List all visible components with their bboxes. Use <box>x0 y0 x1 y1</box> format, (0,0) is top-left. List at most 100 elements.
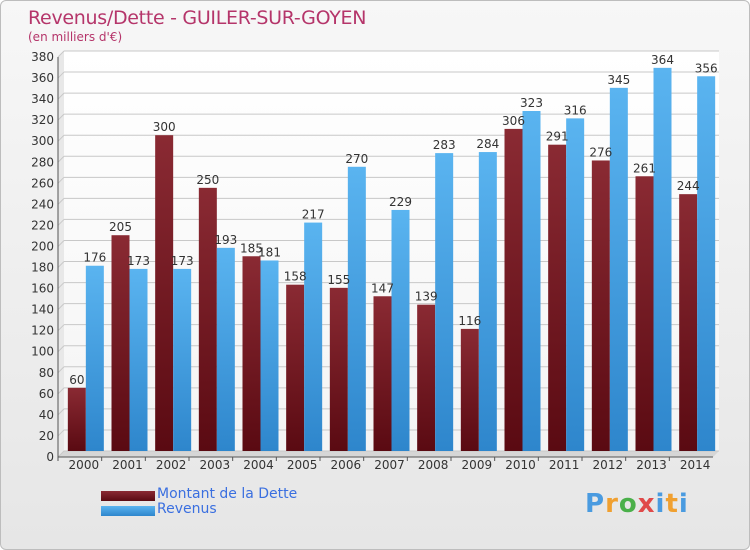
bar-debt <box>679 194 698 451</box>
gridline-side <box>57 134 65 142</box>
bar-revenue <box>522 111 541 451</box>
gridline-side <box>57 240 65 247</box>
x-tick-label: 2003 <box>200 458 231 472</box>
data-label-debt: 261 <box>633 161 656 175</box>
data-label-revenue: 323 <box>520 96 543 110</box>
data-label-debt: 276 <box>589 145 612 159</box>
x-tick-label: 2011 <box>549 458 580 472</box>
bar-revenue <box>85 265 104 451</box>
bar-revenue <box>566 118 585 452</box>
x-tick-label: 2004 <box>243 458 274 472</box>
data-label-debt: 291 <box>546 130 569 144</box>
data-label-revenue: 173 <box>171 254 194 268</box>
bar-revenue <box>347 166 366 451</box>
data-label-debt: 116 <box>458 314 481 328</box>
legend-swatch-debt <box>101 491 155 501</box>
bar-debt <box>591 160 610 451</box>
x-tick-label: 2013 <box>636 458 667 472</box>
bar-debt <box>417 304 436 451</box>
gridline-side <box>57 155 65 163</box>
gridline-side <box>57 282 65 289</box>
plot-side-wall <box>58 51 64 457</box>
data-label-revenue: 345 <box>607 73 630 87</box>
y-tick-label: 220 <box>31 218 54 232</box>
y-tick-label: 20 <box>39 429 54 443</box>
data-label-debt: 244 <box>677 179 700 193</box>
gridline-side <box>57 303 65 310</box>
y-tick-label: 320 <box>31 113 54 127</box>
data-label-debt: 185 <box>240 241 263 255</box>
x-tick-label: 2000 <box>69 458 100 472</box>
data-label-revenue: 364 <box>651 53 674 67</box>
legend-label-debt: Montant de la Dette <box>157 486 298 502</box>
gridline-side <box>57 261 65 268</box>
data-label-revenue: 270 <box>345 152 368 166</box>
bar-debt <box>111 235 130 451</box>
y-tick-label: 360 <box>31 71 54 85</box>
y-tick-label: 200 <box>31 239 54 253</box>
y-tick-label: 100 <box>31 345 54 359</box>
gridline-side <box>57 450 65 458</box>
x-tick-label: 2012 <box>593 458 624 472</box>
bar-revenue <box>435 153 454 451</box>
y-tick-label: 340 <box>31 92 54 106</box>
y-tick-label: 120 <box>31 324 54 338</box>
y-tick-label: 160 <box>31 282 54 296</box>
data-label-revenue: 316 <box>564 103 587 117</box>
bar-debt <box>155 135 174 452</box>
x-tick-label: 2006 <box>331 458 362 472</box>
x-tick-label: 2008 <box>418 458 449 472</box>
data-label-revenue: 356 <box>695 61 718 75</box>
x-tick-label: 2005 <box>287 458 318 472</box>
bar-revenue <box>478 152 497 452</box>
gridline-side <box>57 324 65 332</box>
gridline-side <box>57 198 65 205</box>
data-label-revenue: 181 <box>258 245 281 259</box>
bar-debt <box>635 176 654 451</box>
bar-revenue <box>653 67 672 451</box>
gridline-side <box>57 366 65 374</box>
data-label-revenue: 283 <box>433 138 456 152</box>
x-tick-label: 2009 <box>462 458 493 472</box>
y-tick-label: 240 <box>31 197 54 211</box>
axis-layer: 0 20 40 60 80 100 120 140 160 180 200 220 240 260 280 3… <box>31 50 713 472</box>
bar-debt <box>460 328 479 451</box>
bar-revenue <box>260 260 279 451</box>
gridline-side <box>57 408 65 416</box>
legend-label-revenue: Revenus <box>157 501 217 517</box>
data-label-revenue: 217 <box>302 208 325 222</box>
bar-layer <box>67 67 716 452</box>
y-tick-label: 380 <box>31 50 54 64</box>
gridline-side <box>57 387 65 395</box>
y-tick-label: 80 <box>39 366 54 380</box>
y-tick-label: 280 <box>31 155 54 169</box>
bar-debt <box>67 387 86 451</box>
x-tick-label: 2010 <box>505 458 536 472</box>
data-label-debt: 155 <box>327 273 350 287</box>
x-tick-label: 2002 <box>156 458 187 472</box>
gridline-side <box>57 176 65 184</box>
bar-debt <box>373 296 392 451</box>
bar-revenue <box>129 268 148 451</box>
data-label-debt: 300 <box>153 120 176 134</box>
data-label-debt: 60 <box>69 373 84 387</box>
chart-title: Revenus/Dette - GUILER-SUR-GOYEN <box>28 7 367 29</box>
bar-revenue <box>216 247 235 451</box>
y-tick-label: 60 <box>39 387 54 401</box>
gridline-side <box>57 219 65 226</box>
gridline-side <box>57 113 65 121</box>
data-label-revenue: 176 <box>83 251 106 265</box>
y-tick-label: 40 <box>39 408 54 422</box>
plot-floor <box>58 451 719 457</box>
data-label-debt: 250 <box>196 173 219 187</box>
data-label-debt: 158 <box>284 270 307 284</box>
bar-revenue <box>697 76 716 452</box>
x-tick-label: 2001 <box>112 458 143 472</box>
chart-subtitle: (en milliers d'€) <box>28 30 123 44</box>
gridline-side <box>57 71 65 79</box>
y-tick-label: 180 <box>31 261 54 275</box>
proxiti-logo: Proxiti <box>585 489 689 519</box>
bar-debt <box>329 287 348 451</box>
